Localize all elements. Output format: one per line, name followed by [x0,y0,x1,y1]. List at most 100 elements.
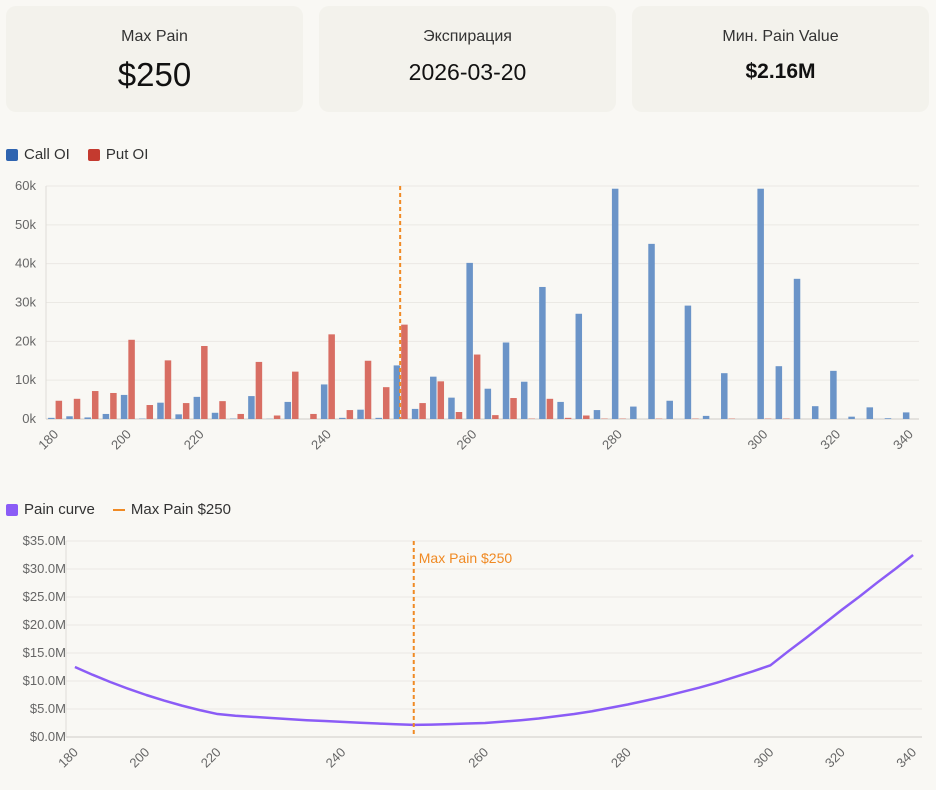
legend-put-oi[interactable]: Put OI [87,146,149,163]
legend-label: Put OI [105,146,149,163]
put-oi-bar [110,392,117,419]
call-oi-bar [666,400,673,419]
call-oi-bar [175,414,182,419]
card-label: Экспирация [423,28,512,45]
card-value: $2.16M [745,60,816,83]
call-oi-bar [830,370,837,419]
call-oi-bar [102,413,110,419]
put-oi-bar [146,405,154,419]
put-oi-bar [492,415,499,419]
max-pain-card: Max Pain $250 [6,6,303,112]
call-oi-bar [157,402,164,419]
x-tick-label: 240 [323,745,349,771]
y-tick-label: 0k [22,411,36,426]
call-oi-bar [630,406,637,419]
call-oi-bar [684,305,692,419]
put-oi-bar [201,345,208,419]
put-oi-bar [346,410,354,419]
call-oi-bar [284,401,292,419]
put-oi-bar [583,415,590,419]
min-pain-value-card: Мин. Pain Value $2.16M [632,6,929,112]
call-oi-bar [357,409,364,419]
call-oi-bar [339,417,346,419]
call-oi-bar [793,278,801,419]
put-oi-bar [73,398,81,419]
put-oi-bar [164,360,172,419]
put-oi-bar [401,324,408,419]
put-oi-bar [419,403,426,419]
call-oi-bar [557,401,564,419]
call-oi-bar [539,286,546,419]
put-oi-bar [255,361,263,419]
put-oi-bar [237,413,244,419]
call-oi-bar [66,416,73,419]
legend-call-oi[interactable]: Call OI [6,146,70,163]
put-oi-bar [473,354,481,419]
y-tick-label: 50k [15,217,36,232]
pain-swatch-icon [6,503,18,516]
legend-pain-curve[interactable]: Pain curve [6,501,95,518]
call-oi-bar [248,396,255,419]
card-label: Max Pain [121,28,188,45]
call-oi-bar [320,384,328,419]
call-oi-bar [575,313,583,419]
x-tick-label: 300 [751,745,777,771]
put-oi-bar [510,398,517,419]
call-oi-bar [211,412,219,419]
legend-label: Pain curve [24,501,95,518]
put-oi-bar [546,398,554,419]
y-tick-label: $35.0M [23,533,66,548]
call-oi-bar [866,407,874,419]
put-oi-bar [219,401,226,419]
call-oi-bar [466,262,473,419]
y-tick-label: 60k [15,178,36,193]
call-oi-bar [648,243,655,419]
card-label: Мин. Pain Value [722,28,839,45]
y-tick-label: $10.0M [23,673,66,688]
pain-curve-line [74,554,914,727]
y-tick-label: 30k [15,295,36,310]
x-tick-label: 220 [198,745,224,771]
y-tick-label: $5.0M [30,701,66,716]
call-oi-bar [611,188,619,419]
call-oi-bar [520,381,528,419]
max-pain-dash-icon [112,508,125,511]
call-oi-bar [757,188,764,419]
call-oi-bar [721,373,728,419]
call-oi-bar [411,408,419,419]
put-oi-bar [564,417,572,419]
call-oi-bar [593,410,601,419]
card-value: 2026-03-20 [408,59,527,85]
y-tick-label: 20k [15,333,36,348]
call-oi-bar [484,388,492,419]
put-oi-bar [382,387,390,419]
x-tick-label: 200 [126,745,152,771]
put-oi-bar [182,403,190,419]
y-tick-label: $20.0M [23,617,66,632]
max-pain-annotation: Max Pain $250 [419,550,513,566]
x-tick-label: 280 [608,745,634,771]
call-oi-bar [775,366,783,419]
expiration-card: Экспирация 2026-03-20 [319,6,616,112]
put-oi-bar [364,360,372,419]
put-oi-bar [455,412,463,419]
call-oi-bar [393,365,401,419]
y-tick-label: $30.0M [23,561,66,576]
legend-max-pain[interactable]: Max Pain $250 [112,501,231,518]
card-value: $250 [117,56,192,93]
call-swatch-icon [6,148,18,161]
x-tick-label: 340 [893,745,919,771]
call-oi-bar [430,376,437,419]
y-tick-label: $15.0M [23,645,66,660]
call-oi-bar [884,418,892,419]
pain-legend: Pain curve Max Pain $250 [6,501,249,518]
call-oi-bar [375,417,382,419]
put-oi-bar [310,413,317,419]
put-oi-bar [128,339,135,419]
legend-label: Call OI [24,146,70,163]
put-oi-bar [91,391,99,419]
put-oi-bar [273,415,281,419]
put-swatch-icon [87,148,100,161]
x-tick-label: 320 [822,745,848,771]
